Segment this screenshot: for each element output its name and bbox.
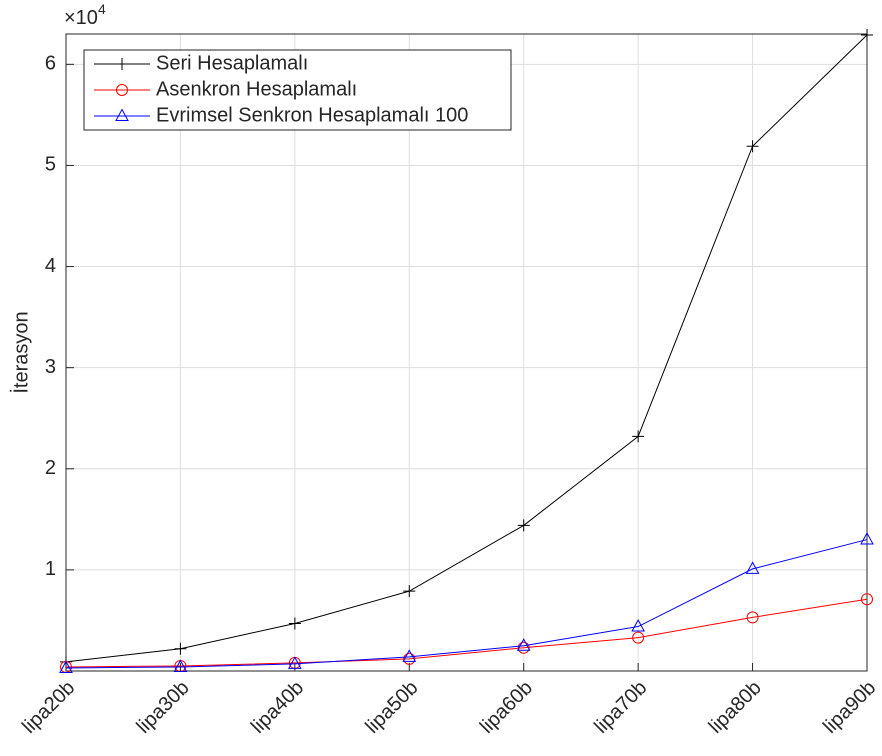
series-line [65,598,868,668]
marker [516,638,531,651]
y-tick-label: 6 [45,53,56,75]
x-tick-label: lipa80b [705,677,766,738]
x-tick-label: lipa30b [133,677,194,738]
legend-box [83,49,512,131]
marker [288,617,301,630]
x-tick-label: lipa60b [476,677,537,738]
x-tick-label: lipa40b [247,677,308,738]
marker [402,649,417,662]
marker [116,84,128,96]
marker [631,618,645,632]
axes-box [65,33,868,672]
y-tick-label: 1 [45,558,56,580]
marker [115,108,129,121]
x-tick-label: lipa50b [361,677,422,738]
marker [745,561,760,574]
x-tick-label: lipa20b [18,677,79,738]
marker [860,532,874,545]
marker [403,652,416,665]
marker [173,659,188,672]
marker [632,631,645,644]
marker [116,58,128,70]
y-multiplier: ×104 [64,1,106,30]
legend-label: Asenkron Hesaplamalı [156,78,357,100]
legend-label: Seri Hesaplamalı [156,52,308,74]
legend-label: Evrimsel Senkron Hesaplamalı 100 [156,104,468,126]
marker [174,642,187,655]
marker [59,660,73,673]
y-tick-label: 3 [45,356,56,378]
y-tick-label: 2 [45,457,56,479]
series-line [65,34,868,663]
marker [746,140,759,153]
series-line [65,539,868,669]
plot-area [66,34,867,671]
marker [861,593,873,606]
x-tick-label: lipa90b [819,677,880,738]
marker [517,641,530,654]
multiplier-power: 4 [98,1,106,17]
y-tick-label: 4 [45,255,56,277]
marker [746,611,759,624]
x-tick-label: lipa70b [590,677,651,738]
marker [632,430,645,443]
marker [403,585,416,598]
marker [861,29,873,42]
multiplier-base: ×10 [64,7,98,29]
marker [517,519,530,532]
y-tick-label: 5 [45,154,56,176]
marker [288,656,302,669]
y-axis-label: İterasyon [9,311,32,393]
